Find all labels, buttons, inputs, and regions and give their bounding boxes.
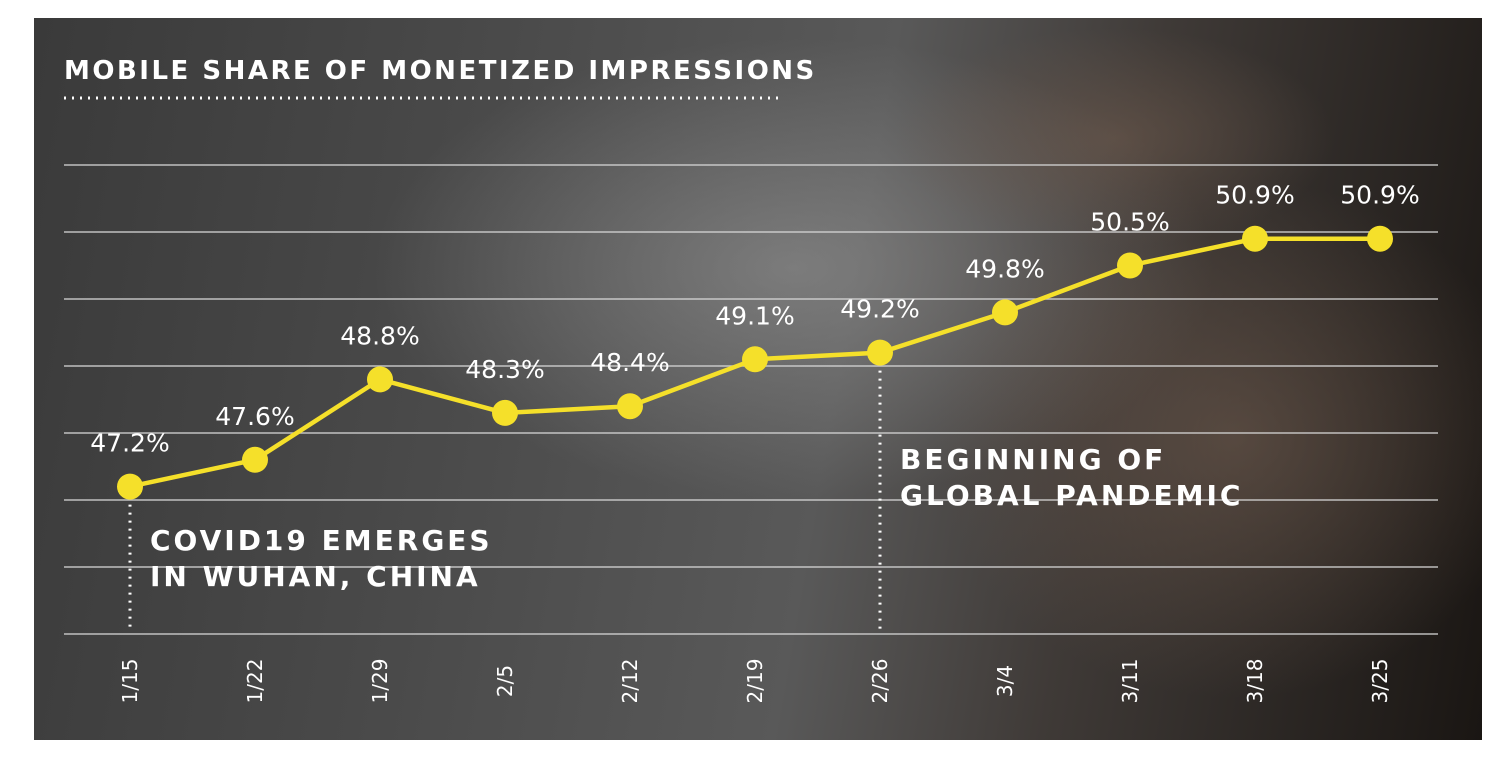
data-label: 48.4%	[590, 348, 669, 377]
data-label: 49.8%	[965, 254, 1044, 283]
x-tick-label: 2/26	[868, 659, 892, 704]
annotation-text: BEGINNING OF	[900, 443, 1166, 476]
data-point	[492, 399, 518, 426]
data-label: 47.6%	[215, 402, 294, 431]
data-label: 50.9%	[1215, 181, 1294, 210]
x-tick-label: 3/11	[1118, 659, 1142, 704]
x-tick-label: 3/18	[1243, 659, 1267, 704]
x-tick-label: 3/25	[1368, 659, 1392, 704]
data-label: 50.9%	[1340, 181, 1419, 210]
data-label: 49.2%	[840, 295, 919, 324]
background-photo	[374, 28, 1482, 698]
data-point	[117, 473, 143, 500]
x-tick-label: 2/12	[618, 659, 642, 704]
data-point	[992, 299, 1018, 326]
data-point	[242, 446, 268, 473]
data-label: 48.8%	[340, 321, 419, 350]
data-point	[1117, 252, 1143, 279]
x-tick-label: 1/15	[118, 659, 142, 704]
annotation-text: GLOBAL PANDEMIC	[900, 479, 1243, 512]
x-tick-label: 3/4	[993, 665, 1017, 697]
chart-title: MOBILE SHARE OF MONETIZED IMPRESSIONS	[64, 56, 817, 86]
data-point	[867, 339, 893, 366]
data-label: 50.5%	[1090, 208, 1169, 237]
data-point	[617, 393, 643, 420]
x-tick-label: 1/22	[243, 659, 267, 704]
annotation-text: IN WUHAN, CHINA	[150, 560, 481, 593]
data-point	[367, 366, 393, 393]
data-label: 47.2%	[90, 429, 169, 458]
data-point	[1242, 225, 1268, 252]
x-tick-label: 2/5	[493, 665, 517, 697]
data-point	[1367, 225, 1393, 252]
data-label: 49.1%	[715, 301, 794, 330]
data-point	[742, 346, 768, 373]
data-label: 48.3%	[465, 355, 544, 384]
x-tick-label: 2/19	[743, 659, 767, 704]
line-chart: MOBILE SHARE OF MONETIZED IMPRESSIONS 47…	[64, 28, 1482, 704]
chart-panel: MOBILE SHARE OF MONETIZED IMPRESSIONS 47…	[34, 18, 1482, 740]
x-tick-label: 1/29	[368, 659, 392, 704]
annotation-text: COVID19 EMERGES	[150, 524, 493, 557]
